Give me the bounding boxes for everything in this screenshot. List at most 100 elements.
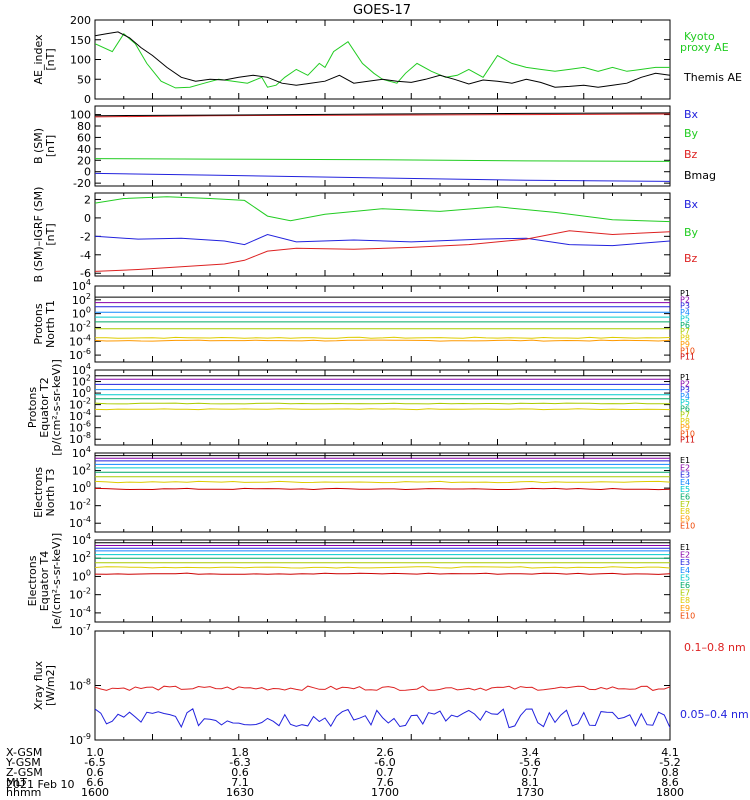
y-axis-label: [nT] xyxy=(44,48,57,70)
x-row-label: Y-GSM xyxy=(5,756,41,769)
channel-line xyxy=(95,572,670,575)
y-axis-label: Electrons xyxy=(26,555,39,606)
panel-frame xyxy=(94,192,671,277)
series-themis-ae xyxy=(95,31,670,88)
channel-legend: P6 xyxy=(680,404,690,413)
series-kyoto-proxy-ae xyxy=(95,33,670,89)
panel-eeqt4: 104 102 100 10-2 10-4 Electrons Equator T4 [e/(… xyxy=(26,532,695,629)
x-row-label: MLT xyxy=(6,776,27,789)
channel-legend: P3 xyxy=(680,302,690,311)
tick-exponent: -2 xyxy=(83,587,91,596)
x-row-value: 0.8 xyxy=(661,766,679,779)
y-tick-label: 100 xyxy=(70,109,91,122)
y-axis-label: North T3 xyxy=(44,469,57,517)
y-tick-label: 10-2 xyxy=(69,319,91,334)
tick-exponent: -2 xyxy=(83,397,91,406)
x-row-label: Z-GSM xyxy=(6,766,43,779)
panel-bdiff: -6 -4 -2 0 2 B (SM)–IGRF (SM) [nT] xyxy=(32,187,671,283)
y-tick-label: 10-4 xyxy=(69,333,91,348)
legend-label: proxy AE xyxy=(680,41,729,54)
channel-legend: E4 xyxy=(680,478,690,487)
series-by xyxy=(95,196,670,223)
y-tick-label: 40 xyxy=(77,143,91,156)
channel-legend: E8 xyxy=(680,596,690,605)
y-tick-label: -20 xyxy=(73,177,91,190)
y-axis-label: B (SM)–IGRF (SM) xyxy=(32,187,45,283)
y-axis-label: [nT] xyxy=(44,223,57,245)
y-axis-label: B (SM) xyxy=(32,128,45,164)
channel-legend: P8 xyxy=(680,334,690,343)
channel-legend: P9 xyxy=(680,340,690,349)
x-row-value: 1.8 xyxy=(231,746,249,759)
y-tick-label: 10-2 xyxy=(69,498,91,513)
x-row-value: -5.6 xyxy=(519,756,540,769)
y-tick-label: 0 xyxy=(84,93,91,106)
legend-label: Bx xyxy=(684,108,699,121)
channel-legend: E1 xyxy=(680,543,690,552)
y-axis-label: Protons xyxy=(32,303,45,344)
y-tick-label: 102 xyxy=(72,550,91,565)
x-axis-table: X-GSM 1.0 1.8 2.6 3.4 4.1 Y-GSM -6.5 -6.3 -6.0 -5.… xyxy=(5,746,684,799)
channel-legend: E3 xyxy=(680,558,690,567)
y-axis-label: Equator T4 xyxy=(38,551,51,611)
tick-exponent: 4 xyxy=(86,278,91,287)
date-label: 2021 Feb 10 xyxy=(6,778,74,791)
tick-exponent: -6 xyxy=(83,347,91,356)
channel-legend: E9 xyxy=(680,514,690,523)
tick-exponent: 2 xyxy=(86,374,91,383)
y-tick-label: 10-2 xyxy=(69,587,91,602)
channel-legend: E6 xyxy=(680,581,690,590)
y-tick-label: 0 xyxy=(84,212,91,225)
y-axis-label: [W/m2] xyxy=(44,665,57,706)
y-tick-label: 10-8 xyxy=(69,678,91,693)
tick-exponent: -2 xyxy=(83,498,91,507)
x-row-value: 6.6 xyxy=(86,776,104,789)
channel-legend: P1 xyxy=(680,373,690,382)
panel-frame xyxy=(94,630,671,741)
channel-line xyxy=(95,566,670,569)
y-tick-label: 10-9 xyxy=(69,732,91,747)
channel-line xyxy=(95,339,670,342)
series-bz xyxy=(95,230,670,272)
channel-legend: E7 xyxy=(680,500,690,509)
series-bx xyxy=(95,233,670,247)
tick-exponent: -4 xyxy=(83,333,91,342)
legend-label: By xyxy=(684,127,699,140)
channel-line xyxy=(95,402,670,405)
channel-legend: P4 xyxy=(680,392,690,401)
y-axis-label: Xray flux xyxy=(32,660,45,710)
tick-exponent: -4 xyxy=(83,515,91,524)
x-row-value: 8.1 xyxy=(521,776,539,789)
channel-legend: E3 xyxy=(680,471,690,480)
plot-area xyxy=(95,196,670,272)
tick-exponent: 4 xyxy=(86,445,91,454)
tick-exponent: -6 xyxy=(83,420,91,429)
y-tick-label: -2 xyxy=(80,230,91,243)
y-axis-label: [nT] xyxy=(44,135,57,157)
x-row-value: 7.6 xyxy=(376,776,394,789)
plot-area xyxy=(95,112,670,182)
legend-label: Kyoto xyxy=(684,30,715,43)
x-row-value: 1630 xyxy=(226,786,254,799)
channel-legend: E10 xyxy=(680,611,695,620)
channel-legend: P11 xyxy=(680,436,695,445)
tick-exponent: 2 xyxy=(86,292,91,301)
x-row-value: 1730 xyxy=(516,786,544,799)
tick-exponent: -2 xyxy=(83,319,91,328)
x-row-value: 1800 xyxy=(656,786,684,799)
legend-label: 0.1–0.8 nm xyxy=(684,641,746,654)
channel-legend: P6 xyxy=(680,321,690,330)
channel-line xyxy=(95,336,670,339)
x-row-value: 0.6 xyxy=(86,766,104,779)
panel-xray: 10-7 10-8 10-9 Xray flux [W/m2] xyxy=(32,623,671,747)
channel-legend: E1 xyxy=(680,456,690,465)
channel-legend: P2 xyxy=(680,379,690,388)
y-tick-label: 60 xyxy=(77,131,91,144)
x-row-value: 8.6 xyxy=(661,776,679,789)
channel-line xyxy=(95,408,670,411)
legend-label: Bmag xyxy=(684,169,716,182)
x-row-value: 1600 xyxy=(81,786,109,799)
